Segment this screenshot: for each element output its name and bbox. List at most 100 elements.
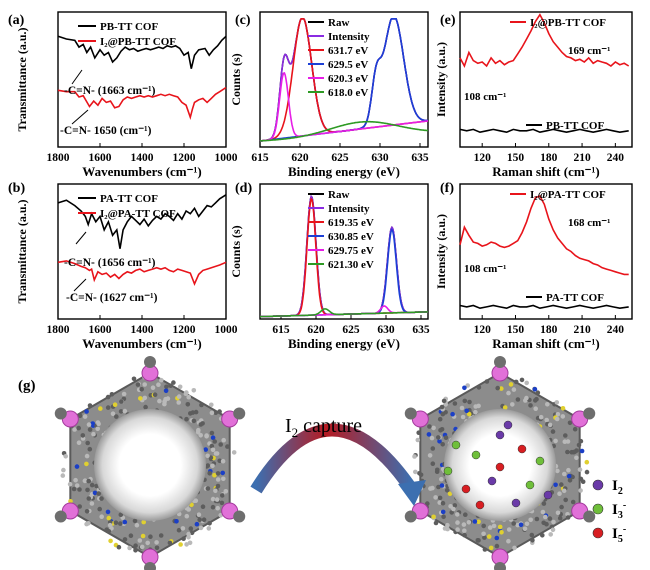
atom bbox=[510, 402, 515, 407]
atom bbox=[561, 414, 566, 419]
atom bbox=[512, 387, 517, 392]
atom bbox=[455, 512, 460, 517]
atom bbox=[221, 477, 226, 482]
atom bbox=[440, 405, 445, 410]
atom bbox=[450, 412, 455, 417]
atom bbox=[61, 473, 66, 478]
atom bbox=[559, 505, 564, 510]
atom bbox=[159, 533, 164, 538]
atom bbox=[84, 522, 89, 527]
atom bbox=[567, 474, 572, 479]
atom bbox=[225, 444, 230, 449]
atom bbox=[192, 388, 197, 393]
atom bbox=[181, 536, 186, 541]
pore-channel bbox=[94, 409, 206, 521]
y-axis-label: Intensity (a.u.) bbox=[434, 214, 448, 289]
atom bbox=[453, 401, 458, 406]
atom bbox=[558, 516, 563, 521]
atom bbox=[434, 521, 439, 526]
atom bbox=[571, 450, 576, 455]
atom bbox=[473, 410, 478, 415]
atom bbox=[61, 468, 66, 473]
legend-label: Intensity bbox=[328, 203, 370, 215]
atom bbox=[455, 520, 460, 525]
atom bbox=[197, 512, 202, 517]
phenyl-group bbox=[55, 511, 67, 523]
atom bbox=[199, 403, 204, 408]
atom bbox=[210, 431, 215, 436]
x-tick-label: 210 bbox=[573, 324, 591, 336]
atom bbox=[133, 548, 138, 553]
legend-label: 621.30 eV bbox=[328, 259, 374, 271]
atom bbox=[164, 385, 169, 390]
atom bbox=[75, 464, 80, 469]
atom bbox=[523, 527, 528, 532]
x-tick-label: 1200 bbox=[173, 152, 196, 164]
iodine-species bbox=[536, 457, 544, 465]
atom bbox=[498, 525, 503, 530]
atom bbox=[431, 446, 436, 451]
atom bbox=[204, 434, 209, 439]
annotation: -C=N- 1650 (cm⁻¹) bbox=[60, 125, 152, 137]
atom bbox=[186, 507, 191, 512]
atom bbox=[439, 477, 444, 482]
atom bbox=[85, 488, 90, 493]
atom bbox=[215, 451, 220, 456]
atom bbox=[201, 504, 206, 509]
atom bbox=[133, 543, 138, 548]
atom bbox=[559, 482, 564, 487]
atom bbox=[123, 520, 128, 525]
atom bbox=[136, 382, 141, 387]
x-tick-label: 1800 bbox=[47, 324, 70, 336]
atom bbox=[444, 435, 449, 440]
atom bbox=[207, 521, 212, 526]
atom bbox=[427, 424, 432, 429]
atom bbox=[553, 483, 558, 488]
atom bbox=[524, 381, 529, 386]
x-tick-label: 1600 bbox=[89, 152, 112, 164]
atom bbox=[202, 517, 207, 522]
atom bbox=[563, 498, 568, 503]
atom bbox=[154, 540, 159, 545]
legend-label: 629.75 eV bbox=[328, 245, 374, 257]
atom bbox=[108, 539, 113, 544]
iodine-species bbox=[512, 499, 520, 507]
annotation: -C=N- (1656 cm⁻¹) bbox=[64, 257, 156, 269]
atom bbox=[135, 523, 140, 528]
atom bbox=[199, 526, 204, 531]
atom bbox=[416, 430, 421, 435]
legend: PB-TT COFI₂@PB-TT COF bbox=[78, 21, 176, 48]
atom bbox=[106, 405, 111, 410]
atom bbox=[412, 454, 417, 459]
figure: (a)1800 1600 1400 1200 1000Wavenumbers (cm⁻¹… bbox=[0, 0, 650, 570]
atom bbox=[96, 422, 101, 427]
atom bbox=[185, 514, 190, 519]
atom bbox=[481, 532, 486, 537]
atom bbox=[90, 501, 95, 506]
iodine-species bbox=[472, 451, 480, 459]
atom bbox=[438, 417, 443, 422]
atom bbox=[87, 422, 92, 427]
x-tick-label: 615 bbox=[251, 152, 269, 164]
iodine-species bbox=[476, 501, 484, 509]
atom bbox=[88, 447, 93, 452]
y-axis-label: Counts (s) bbox=[229, 225, 243, 277]
legend-label: PB-TT COF bbox=[100, 21, 158, 33]
annotation: 108 cm⁻¹ bbox=[464, 91, 506, 103]
atom bbox=[221, 459, 226, 464]
chart-panel: (d)615 620 625 630 635Binding energy (eV)Cou… bbox=[229, 181, 430, 351]
atom bbox=[481, 524, 486, 529]
chart-panel: (b) 1800 1600 1400 1200 1000 Wavenumbers (cm⁻¹… bbox=[8, 181, 238, 351]
atom bbox=[566, 515, 571, 520]
atom bbox=[140, 545, 145, 550]
atom bbox=[544, 418, 549, 423]
phenyl-group bbox=[583, 511, 595, 523]
species-label: I3- bbox=[612, 500, 626, 521]
atom bbox=[579, 439, 584, 444]
atom bbox=[138, 538, 143, 543]
atom bbox=[81, 433, 86, 438]
legend-label: PA-TT COF bbox=[100, 193, 158, 205]
atom bbox=[95, 427, 100, 432]
x-tick-label: 1800 bbox=[47, 152, 70, 164]
atom bbox=[211, 497, 216, 502]
